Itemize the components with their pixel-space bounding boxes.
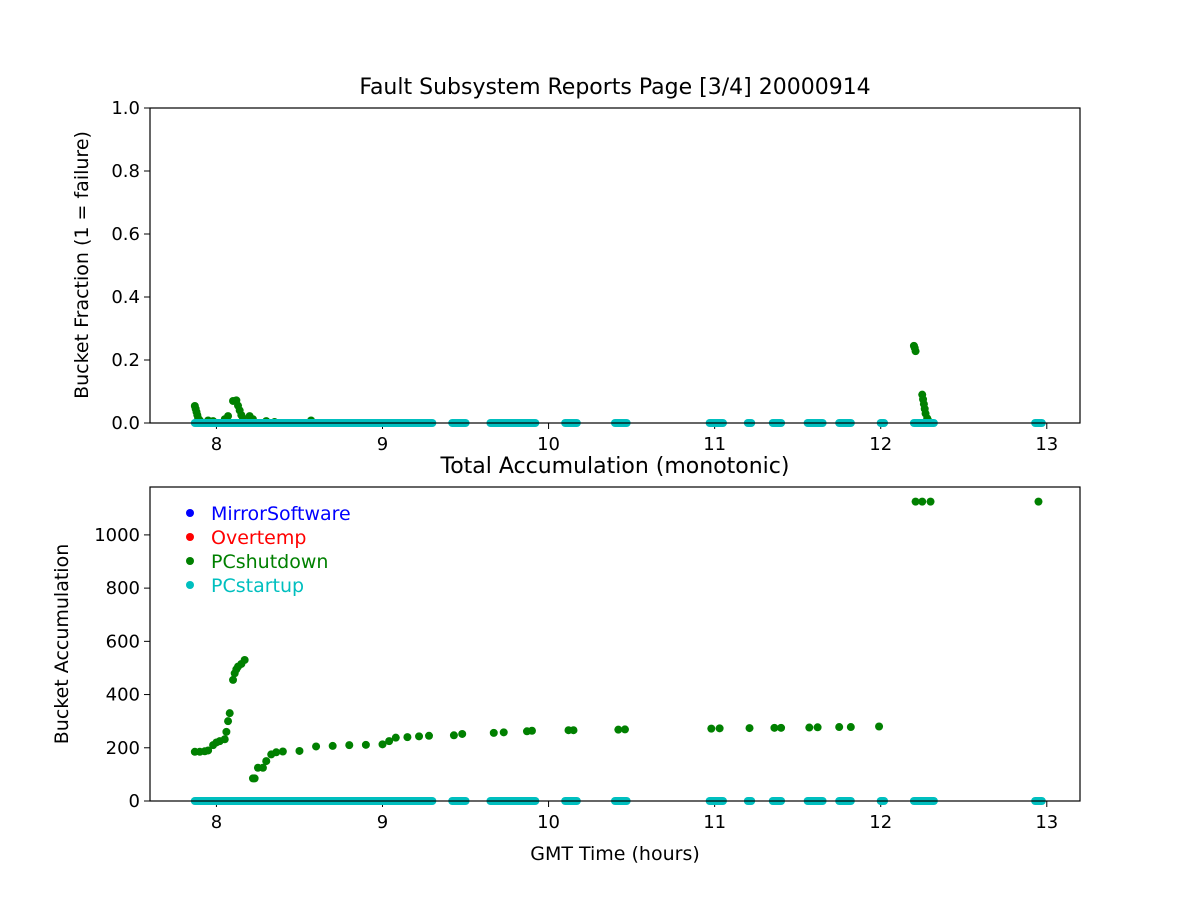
fraction-x-tick-label: 13: [1035, 434, 1058, 455]
legend-label-overtemp: Overtemp: [211, 527, 306, 549]
accumulation-x-ticks: 8 9 10 11 12 13: [211, 801, 1058, 833]
accumulation-pcshutdown-point: [770, 723, 779, 732]
fraction-plot-frame: [149, 107, 1081, 424]
accumulation-pcshutdown-point: [875, 722, 884, 731]
accumulation-pcshutdown-point: [229, 675, 238, 684]
accumulation-chart-title: Total Accumulation (monotonic): [440, 454, 790, 479]
accumulation-pcshutdown-point: [449, 731, 458, 740]
accumulation-x-tick-label: 11: [703, 812, 726, 833]
accumulation-x-tick-label: 10: [537, 812, 560, 833]
accumulation-plot-frame: [149, 486, 1081, 802]
accumulation-pcshutdown-point: [295, 746, 304, 755]
accumulation-y-tick-label: 1000: [94, 525, 140, 546]
legend-marker-mirrorsoftware: [186, 509, 194, 517]
accumulation-pcshutdown-point: [620, 725, 629, 734]
accumulation-pcshutdown-point: [569, 726, 578, 735]
accumulation-pcshutdown-point: [220, 735, 229, 744]
accumulation-pcshutdown-point: [204, 746, 213, 755]
legend-label-mirrorsoftware: MirrorSoftware: [211, 503, 351, 525]
accumulation-pcshutdown-point: [415, 732, 424, 741]
accumulation-pcshutdown-point: [458, 729, 467, 738]
legend-marker-overtemp: [186, 533, 194, 541]
accumulation-pcshutdown-point: [777, 723, 786, 732]
legend-label-pcshutdown: PCshutdown: [211, 551, 328, 573]
accumulation-panel: Total Accumulation (monotonic) Bucket Ac…: [51, 454, 1081, 865]
fraction-x-tick-label: 9: [377, 434, 388, 455]
accumulation-x-tick-label: 12: [869, 812, 892, 833]
fraction-x-ticks: 8 9 10 11 12 13: [211, 423, 1058, 455]
accumulation-pcshutdown-point: [258, 763, 267, 772]
accumulation-pcshutdown-point: [911, 497, 920, 506]
fraction-y-tick-label: 0.2: [111, 350, 140, 371]
accumulation-pcshutdown-point: [385, 737, 394, 746]
fraction-y-ticks: 0.0 0.2 0.4 0.6 0.8 1.0: [111, 98, 150, 434]
fraction-pcshutdown-point: [911, 347, 920, 356]
accumulation-x-tick-label: 8: [211, 812, 222, 833]
accumulation-pcshutdown-point: [813, 723, 822, 732]
accumulation-pcshutdown-point: [345, 741, 354, 750]
accumulation-pcshutdown-point: [278, 747, 287, 756]
accumulation-pcshutdown-point: [391, 733, 400, 742]
accumulation-pcshutdown-point: [272, 748, 281, 757]
accumulation-pcshutdown-point: [846, 723, 855, 732]
accumulation-pcshutdown-point: [1034, 497, 1043, 506]
accumulation-pcshutdown-point: [240, 655, 249, 664]
fraction-y-tick-label: 0.8: [111, 161, 140, 182]
accumulation-pcshutdown-point: [262, 757, 271, 766]
accumulation-pcshutdown-point: [328, 741, 337, 750]
accumulation-pcshutdown-point: [918, 497, 927, 506]
accumulation-y-tick-label: 400: [106, 685, 140, 706]
accumulation-x-tick-label: 13: [1035, 812, 1058, 833]
fraction-y-tick-label: 0.6: [111, 224, 140, 245]
fraction-y-tick-label: 0.0: [111, 413, 140, 434]
accumulation-pcshutdown-point: [222, 727, 231, 736]
fraction-marks: [190, 341, 1046, 427]
fraction-x-tick-label: 11: [703, 434, 726, 455]
accumulation-pcshutdown-point: [250, 774, 259, 783]
fraction-x-tick-label: 8: [211, 434, 222, 455]
accumulation-pcshutdown-point: [361, 740, 370, 749]
fraction-pcshutdown-point: [224, 412, 233, 421]
accumulation-pcshutdown-point: [425, 731, 433, 740]
accumulation-pcshutdown-point: [378, 740, 387, 749]
accumulation-y-ticks: 0 200 400 600 800 1000: [94, 525, 150, 812]
accumulation-pcshutdown-point: [489, 728, 498, 737]
accumulation-pcshutdown-point: [312, 742, 321, 751]
accumulation-pcshutdown-point: [614, 725, 623, 734]
accumulation-y-axis-label: Bucket Accumulation: [51, 544, 73, 745]
accumulation-pcshutdown-point: [499, 728, 508, 737]
accumulation-y-tick-label: 600: [106, 631, 140, 652]
accumulation-y-tick-label: 800: [106, 578, 140, 599]
accumulation-pcshutdown-point: [224, 717, 233, 726]
accumulation-pcshutdown-point: [527, 726, 536, 735]
legend-label-pcstartup: PCstartup: [211, 575, 304, 597]
fraction-y-tick-label: 1.0: [111, 98, 140, 119]
fraction-y-axis-label: Bucket Fraction (1 = failure): [71, 131, 93, 399]
legend-marker-pcstartup: [186, 581, 194, 589]
fraction-y-tick-label: 0.4: [111, 287, 140, 308]
fraction-x-tick-label: 10: [537, 434, 560, 455]
accumulation-pcshutdown-point: [707, 724, 716, 733]
accumulation-pcshutdown-point: [745, 724, 754, 733]
accumulation-pcshutdown-point: [805, 723, 814, 732]
accumulation-pcshutdown-point: [403, 733, 412, 742]
fraction-panel: Fault Subsystem Reports Page [3/4] 20000…: [71, 75, 1081, 455]
accumulation-pcshutdown-point: [835, 723, 844, 732]
accumulation-pcshutdown-point: [926, 497, 935, 506]
accumulation-pcshutdown-point: [715, 724, 724, 733]
accumulation-marks: [190, 497, 1046, 805]
fraction-chart-title: Fault Subsystem Reports Page [3/4] 20000…: [359, 75, 870, 100]
accumulation-y-tick-label: 0: [129, 791, 140, 812]
accumulation-x-tick-label: 9: [377, 812, 388, 833]
accumulation-y-tick-label: 200: [106, 738, 140, 759]
accumulation-legend: MirrorSoftwareOvertempPCshutdownPCstartu…: [186, 503, 351, 597]
fraction-x-tick-label: 12: [869, 434, 892, 455]
accumulation-x-axis-label: GMT Time (hours): [530, 843, 700, 865]
accumulation-pcshutdown-point: [225, 709, 234, 718]
legend-marker-pcshutdown: [186, 557, 194, 565]
